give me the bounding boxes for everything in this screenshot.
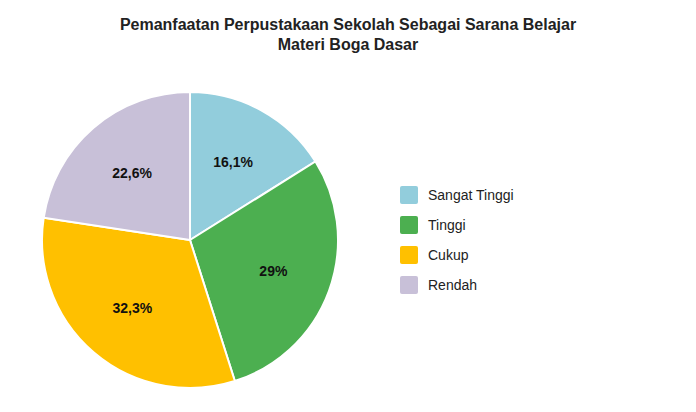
chart-container: Pemanfaatan Perpustakaan Sekolah Sebagai…	[0, 0, 696, 412]
legend-swatch	[400, 276, 418, 294]
legend-swatch	[400, 186, 418, 204]
chart-svg: Pemanfaatan Perpustakaan Sekolah Sebagai…	[0, 0, 696, 412]
title-line: Pemanfaatan Perpustakaan Sekolah Sebagai…	[120, 16, 576, 33]
legend-swatch	[400, 246, 418, 264]
pie	[42, 92, 338, 388]
pie-slice	[42, 218, 235, 388]
data-label: 22,6%	[112, 165, 152, 181]
legend-label: Cukup	[428, 247, 469, 263]
data-label: 29%	[259, 263, 288, 279]
legend-label: Tinggi	[428, 217, 466, 233]
legend-label: Sangat Tinggi	[428, 187, 514, 203]
legend: Sangat Tinggi Tinggi Cukup Rendah	[400, 186, 514, 294]
title-line: Materi Boga Dasar	[278, 36, 419, 53]
data-label: 32,3%	[112, 300, 152, 316]
title: Pemanfaatan Perpustakaan Sekolah Sebagai…	[120, 16, 576, 53]
legend-swatch	[400, 216, 418, 234]
pie-slice	[44, 92, 190, 240]
data-label: 16,1%	[213, 154, 253, 170]
legend-label: Rendah	[428, 277, 477, 293]
data-labels: 16,1% 29% 32,3% 22,6%	[112, 154, 288, 315]
